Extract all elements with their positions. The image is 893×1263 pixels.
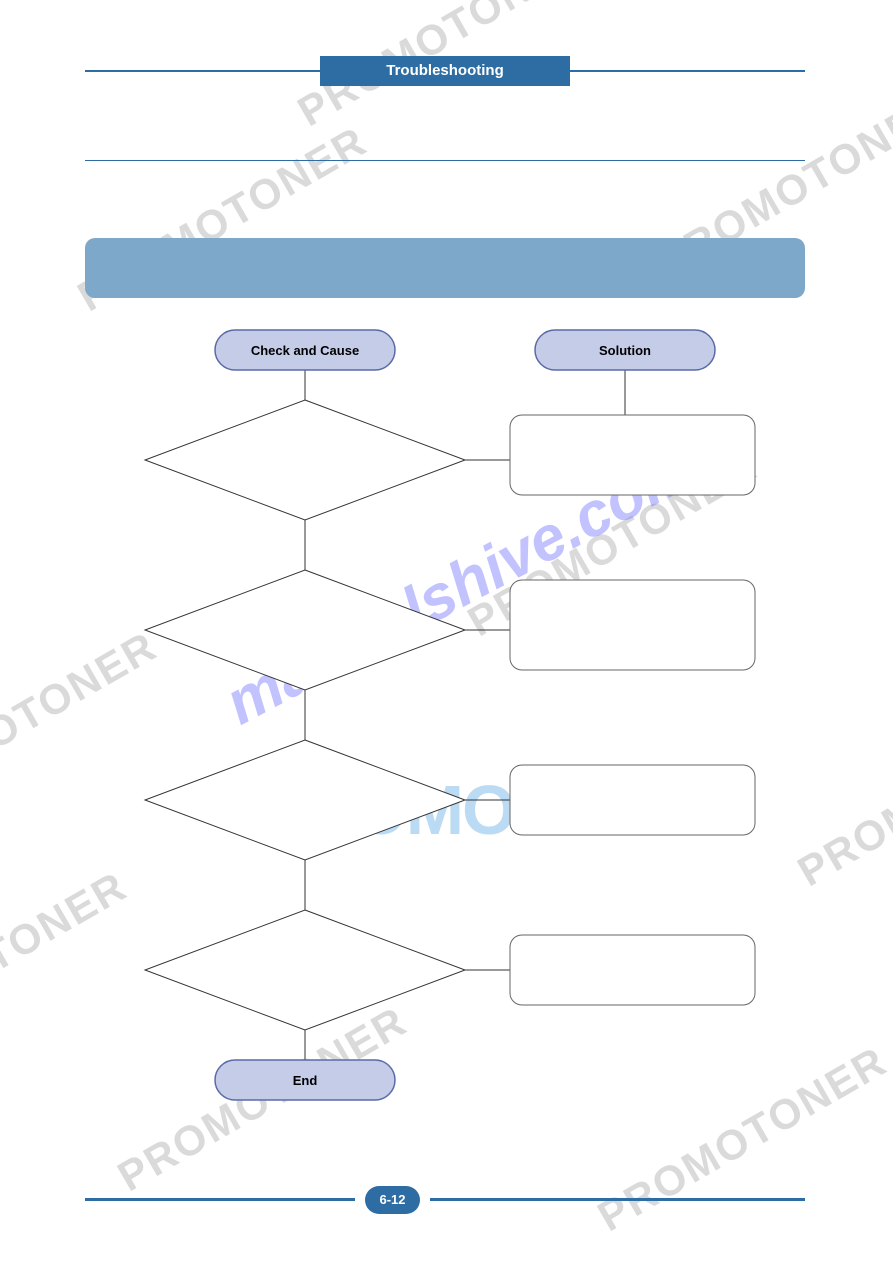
- terminal-label: Solution: [599, 343, 651, 358]
- decision-d2: [145, 570, 465, 690]
- solution-s3: [510, 765, 755, 835]
- terminal-label: Check and Cause: [251, 343, 359, 358]
- flowchart: Check and Cause Solution End: [85, 320, 805, 1125]
- section-divider: [85, 160, 805, 161]
- page: PROMOTONER PROMOTONER PROMOTONER PROMOTO…: [0, 0, 893, 1263]
- decision-d1: [145, 400, 465, 520]
- symptom-box: Symptom 1. Straight thin black vertical …: [85, 238, 805, 298]
- decision-d3: [145, 740, 465, 860]
- footer-rule-left: [85, 1198, 355, 1201]
- footer-page-badge: 6-12: [365, 1186, 420, 1214]
- decision-d4: [145, 910, 465, 1030]
- footer-rule-right: [430, 1198, 805, 1201]
- terminal-label: End: [293, 1073, 318, 1088]
- solution-s1: [510, 415, 755, 495]
- watermark-gray: PROMOTONER: [790, 692, 893, 896]
- solution-s4: [510, 935, 755, 1005]
- header-rule-right: [570, 70, 805, 72]
- solution-s2: [510, 580, 755, 670]
- header-rule-left: [85, 70, 320, 72]
- header-badge: Troubleshooting: [320, 56, 570, 86]
